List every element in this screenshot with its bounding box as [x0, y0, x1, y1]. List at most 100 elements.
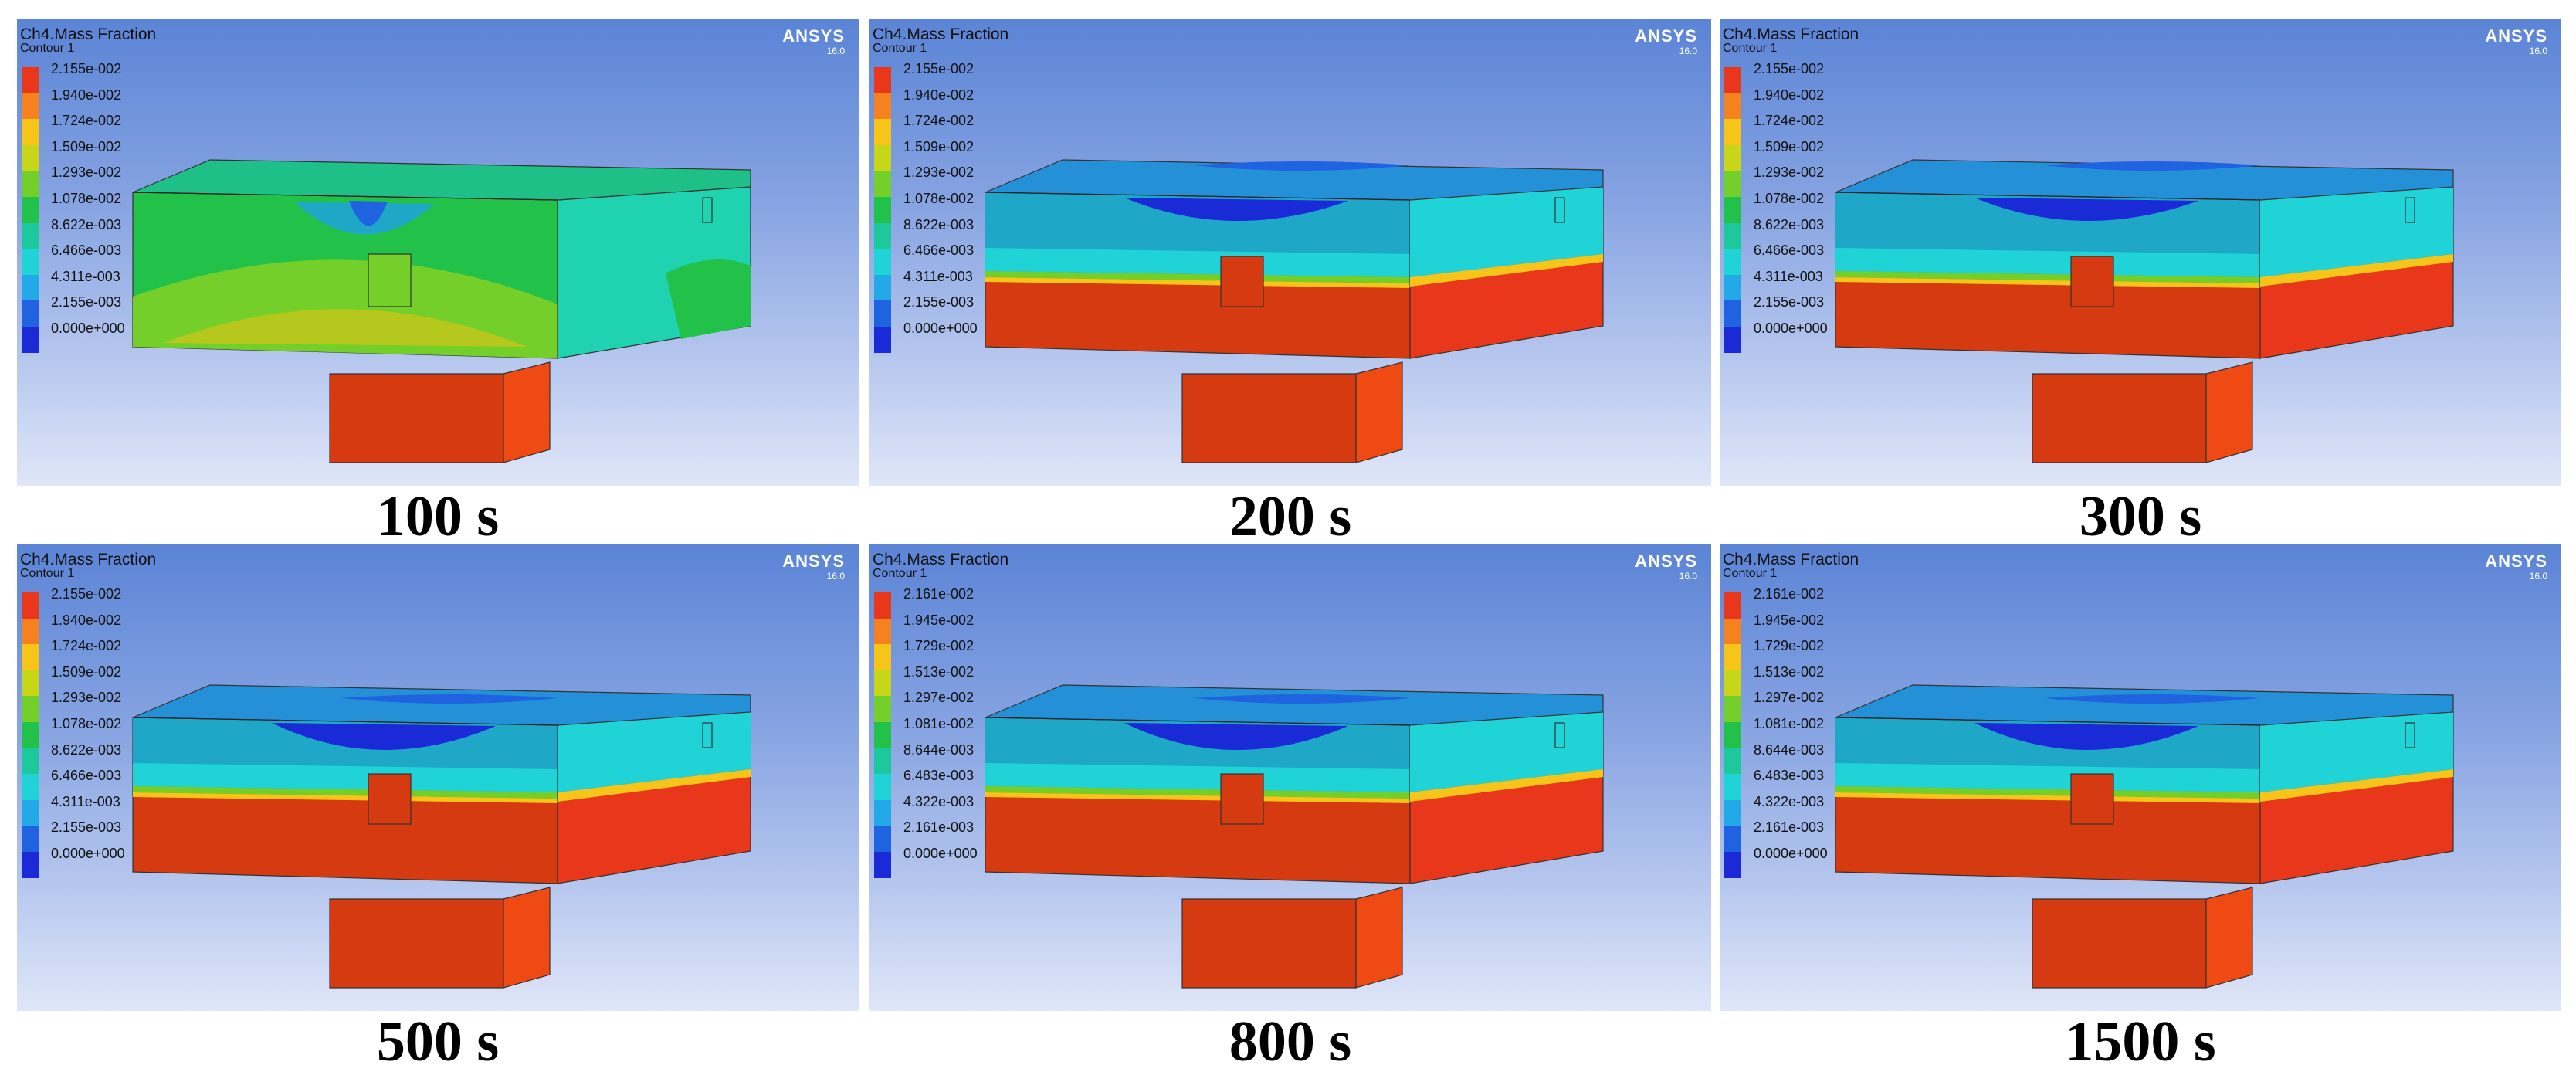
legend-tick-label: 6.483e-003	[903, 768, 974, 784]
legend-swatch	[22, 618, 39, 645]
contour-band	[985, 248, 1410, 277]
pedestal-front	[329, 373, 504, 463]
variable-name: Ch4.Mass Fraction	[1723, 551, 1859, 568]
legend-tick-label: 8.644e-003	[1754, 741, 1825, 758]
version-label: 16.0	[826, 571, 845, 582]
legend-tick-label: 1.513e-002	[903, 663, 974, 680]
contour-band	[2044, 161, 2260, 171]
legend-tick-label: 1.509e-002	[903, 138, 974, 154]
legend-tick-label: 1.940e-002	[51, 86, 122, 103]
cfd-render-view: Ch4.Mass Fraction Contour 1 ANSYS 16.0 2.161…	[869, 544, 1711, 1011]
ansys-logo: ANSYS	[1635, 26, 1697, 46]
contour-name: Contour 1	[20, 567, 75, 580]
legend-tick-label: 8.622e-003	[51, 741, 122, 758]
contour-band	[1124, 198, 1348, 222]
contour-name: Contour 1	[20, 42, 75, 55]
contour-band	[1974, 723, 2198, 751]
legend-swatch	[874, 222, 891, 249]
geometry-contour-render	[985, 684, 1604, 989]
legend-tick-label: 1.293e-002	[1754, 165, 1825, 181]
legend-tick-label: 1.940e-002	[51, 612, 122, 628]
legend-swatch	[22, 670, 39, 697]
contour-band	[2044, 694, 2260, 704]
legend-swatch	[22, 119, 39, 145]
legend-tick-label: 1.078e-002	[903, 191, 974, 206]
legend-tick-label: 1.081e-002	[1754, 716, 1825, 731]
legend-swatch	[874, 327, 891, 353]
pedestal-side	[2205, 887, 2253, 989]
legend-tick-label: 1.078e-002	[51, 716, 122, 731]
ansys-logo: ANSYS	[782, 26, 845, 46]
inlet-window	[368, 253, 412, 307]
legend-tick-label: 2.161e-002	[1754, 586, 1825, 602]
geometry-contour-render	[1835, 684, 2454, 989]
legend-tick-label: 2.155e-003	[1754, 294, 1825, 310]
legend-tick-label: 1.293e-002	[51, 690, 122, 706]
legend-tick-label: 2.161e-003	[1754, 819, 1825, 836]
legend-swatch	[22, 222, 39, 249]
legend-swatch	[22, 144, 39, 171]
legend-tick-label: 8.622e-003	[51, 216, 122, 232]
legend-swatch	[22, 249, 39, 275]
legend-swatch	[22, 197, 39, 223]
contour-panel: Ch4.Mass Fraction Contour 1 ANSYS 16.0 2.155…	[17, 19, 859, 545]
cfd-render-view: Ch4.Mass Fraction Contour 1 ANSYS 16.0 2.161…	[1720, 544, 2561, 1011]
legend-tick-label: 1.509e-002	[51, 663, 122, 680]
contour-band	[985, 786, 1410, 799]
version-label: 16.0	[2529, 571, 2547, 582]
ansys-logo: ANSYS	[782, 551, 845, 571]
vent-opening	[702, 197, 713, 223]
legend-swatch	[1724, 93, 1741, 120]
legend-tick-label: 4.311e-003	[1754, 268, 1823, 284]
version-label: 16.0	[1679, 46, 1697, 56]
version-label: 16.0	[1679, 571, 1697, 582]
legend-tick-label: 6.466e-003	[903, 243, 974, 259]
legend-swatch	[1724, 67, 1741, 93]
legend-tick-label: 2.161e-003	[903, 819, 974, 836]
contour-panel: Ch4.Mass Fraction Contour 1 ANSYS 16.0 2.155…	[17, 544, 859, 1070]
version-label: 16.0	[826, 46, 845, 56]
legend-swatch	[22, 722, 39, 748]
box-edge	[985, 192, 1411, 201]
time-caption: 200 s	[1229, 485, 1352, 548]
contour-panel: Ch4.Mass Fraction Contour 1 ANSYS 16.0 2.155…	[1720, 19, 2561, 545]
legend-tick-label: 8.622e-003	[1754, 216, 1825, 232]
legend-swatch	[1724, 826, 1741, 852]
variable-name: Ch4.Mass Fraction	[873, 551, 1009, 568]
box-edge	[985, 717, 1411, 726]
legend-tick-label: 0.000e+000	[1754, 321, 1828, 336]
box-edge	[132, 717, 558, 726]
legend-tick-label: 8.622e-003	[903, 216, 974, 232]
contour-band	[985, 763, 1410, 792]
legend-tick-label: 6.466e-003	[51, 243, 122, 259]
pedestal-front	[2032, 898, 2207, 989]
contour-band	[164, 309, 527, 347]
contour-band	[666, 259, 751, 339]
contour-panel: Ch4.Mass Fraction Contour 1 ANSYS 16.0 2.155…	[869, 19, 1711, 545]
legend-swatch	[874, 618, 891, 645]
pedestal-side	[503, 887, 551, 989]
legend-swatch	[22, 327, 39, 353]
pedestal-front	[2032, 373, 2207, 463]
variable-name: Ch4.Mass Fraction	[20, 25, 157, 43]
legend-tick-label: 2.155e-003	[51, 819, 122, 836]
legend-swatch	[874, 144, 891, 171]
contour-band	[1124, 723, 1348, 751]
legend-swatch	[874, 249, 891, 275]
contour-band	[2260, 769, 2453, 802]
legend-swatch	[1724, 696, 1741, 722]
legend-swatch	[1724, 171, 1741, 197]
legend-swatch	[874, 799, 891, 826]
inlet-window	[2070, 256, 2114, 307]
contour-band	[1835, 763, 2260, 792]
vent-opening	[1554, 197, 1565, 223]
time-caption: 1500 s	[2065, 1010, 2216, 1074]
legend-tick-label: 1.293e-002	[903, 165, 974, 181]
contour-band	[985, 271, 1410, 283]
contour-band	[133, 763, 558, 792]
time-caption: 500 s	[376, 1010, 500, 1074]
version-label: 16.0	[2529, 46, 2547, 56]
legend-swatch	[874, 644, 891, 670]
legend-tick-label: 2.155e-003	[51, 294, 122, 310]
